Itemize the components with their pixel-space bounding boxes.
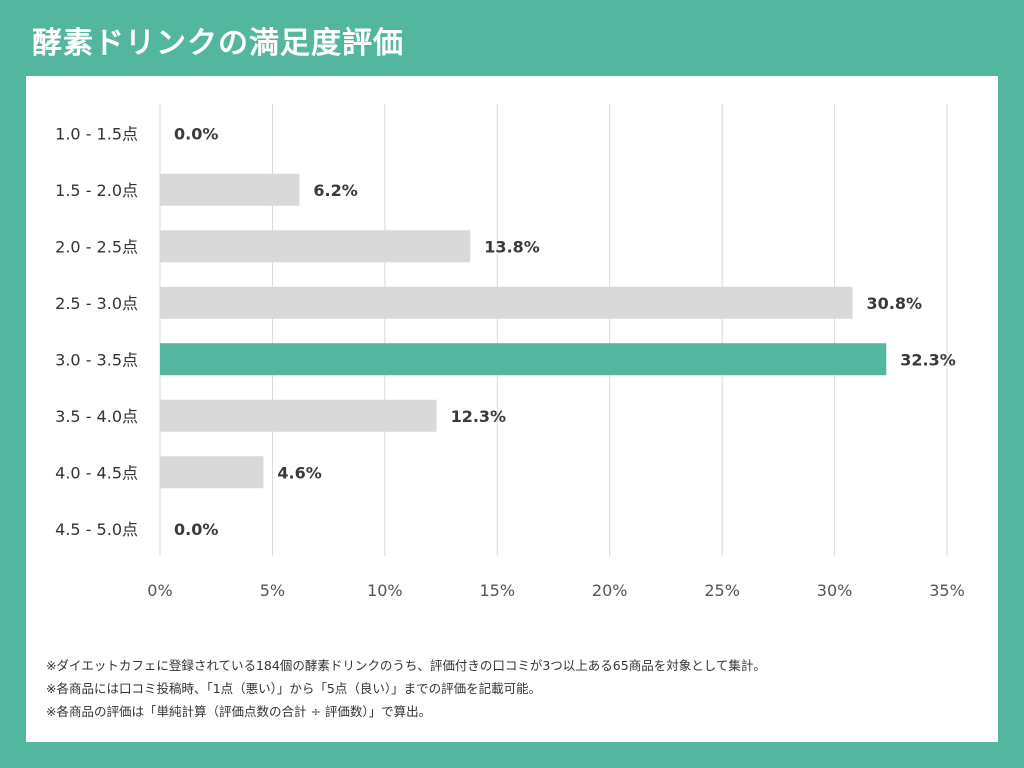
footnote-1: ※ダイエットカフェに登録されている184個の酵素ドリンクのうち、評価付きの口コミ… xyxy=(46,658,766,673)
category-label: 2.0 - 2.5点 xyxy=(55,237,138,256)
value-label: 6.2% xyxy=(313,181,357,200)
category-label: 4.5 - 5.0点 xyxy=(55,520,138,539)
category-label: 3.0 - 3.5点 xyxy=(55,350,138,369)
bar-chart: 0% 5% 10% 15% 20% 25% 30% 35% 1.0 - 1.5点 0.0% 1.5 … xyxy=(55,104,965,600)
x-tick-label: 0% xyxy=(147,581,172,600)
category-label: 2.5 - 3.0点 xyxy=(55,294,138,313)
category-label: 3.5 - 4.0点 xyxy=(55,407,138,426)
x-tick-label: 20% xyxy=(592,581,628,600)
category-label: 1.5 - 2.0点 xyxy=(55,181,138,200)
chart-card: 0% 5% 10% 15% 20% 25% 30% 35% 1.0 - 1.5点 0.0% 1.5 … xyxy=(26,76,998,742)
value-label: 32.3% xyxy=(900,350,956,369)
value-label: 4.6% xyxy=(277,463,321,482)
bar xyxy=(160,343,887,376)
x-tick-label: 10% xyxy=(367,581,403,600)
category-label: 4.0 - 4.5点 xyxy=(55,463,138,482)
bar xyxy=(160,230,471,263)
bar xyxy=(160,286,853,319)
value-label: 13.8% xyxy=(484,237,540,256)
x-tick-label: 15% xyxy=(480,581,516,600)
bar xyxy=(160,399,437,432)
chart-title: 酵素ドリンクの満足度評価 xyxy=(32,26,404,61)
bar xyxy=(160,456,264,489)
value-label: 12.3% xyxy=(451,407,507,426)
value-label: 0.0% xyxy=(174,520,218,539)
value-label: 0.0% xyxy=(174,124,218,143)
bar xyxy=(160,173,300,206)
footnotes: ※ダイエットカフェに登録されている184個の酵素ドリンクのうち、評価付きの口コミ… xyxy=(46,654,766,723)
footnote-3: ※各商品の評価は「単純計算（評価点数の合計 ÷ 評価数）」で算出。 xyxy=(46,704,432,719)
category-label: 1.0 - 1.5点 xyxy=(55,124,138,143)
value-label: 30.8% xyxy=(867,294,923,313)
x-tick-label: 5% xyxy=(260,581,285,600)
x-tick-label: 30% xyxy=(817,581,853,600)
x-tick-label: 25% xyxy=(704,581,740,600)
footnote-2: ※各商品には口コミ投稿時、「1点（悪い）」から「5点（良い）」までの評価を記載可… xyxy=(46,681,542,696)
x-tick-label: 35% xyxy=(929,581,965,600)
